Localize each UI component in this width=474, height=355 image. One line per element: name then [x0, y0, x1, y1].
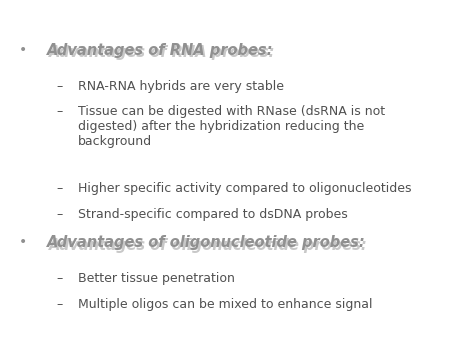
Text: –: – — [57, 298, 63, 311]
Text: –: – — [57, 105, 63, 119]
Text: Tissue can be digested with RNase (dsRNA is not
digested) after the hybridizatio: Tissue can be digested with RNase (dsRNA… — [78, 105, 385, 148]
Text: Strand-specific compared to dsDNA probes: Strand-specific compared to dsDNA probes — [78, 208, 348, 221]
Text: Advantages of RNA probes:: Advantages of RNA probes: — [47, 43, 274, 58]
Text: Better tissue penetration: Better tissue penetration — [78, 272, 235, 285]
Text: Advantages of oligonucleotide probes:: Advantages of oligonucleotide probes: — [47, 235, 366, 250]
Text: Advantages of RNA probes:: Advantages of RNA probes: — [49, 45, 275, 60]
Text: –: – — [57, 272, 63, 285]
Text: RNA-RNA hybrids are very stable: RNA-RNA hybrids are very stable — [78, 80, 284, 93]
Text: •: • — [19, 43, 27, 56]
Text: Advantages of oligonucleotide probes:: Advantages of oligonucleotide probes: — [49, 238, 367, 253]
Text: –: – — [57, 182, 63, 195]
Text: Higher specific activity compared to oligonucleotides: Higher specific activity compared to oli… — [78, 182, 412, 195]
Text: Multiple oligos can be mixed to enhance signal: Multiple oligos can be mixed to enhance … — [78, 298, 373, 311]
Text: –: – — [57, 80, 63, 93]
Text: –: – — [57, 208, 63, 221]
Text: •: • — [19, 235, 27, 249]
